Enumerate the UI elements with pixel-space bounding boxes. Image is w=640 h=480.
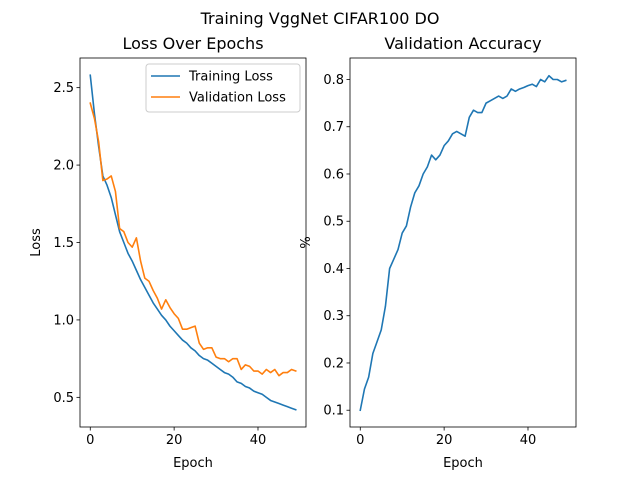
accuracy-plot-title: Validation Accuracy — [384, 34, 541, 53]
loss-ytick-label: 2.5 — [53, 81, 74, 96]
loss-plot-title: Loss Over Epochs — [122, 34, 263, 53]
legend-label-training-loss: Training Loss — [188, 70, 273, 85]
accuracy-ytick-label: 0.3 — [323, 309, 344, 324]
accuracy-plot: 0 20 40 0.1 0.2 0.3 0.4 0.5 0.6 0.7 0.8 Validation… — [299, 34, 577, 471]
loss-ytick-label: 1.5 — [53, 236, 74, 251]
loss-plot-xlabel: Epoch — [173, 456, 213, 471]
validation-loss-line — [89, 102, 297, 377]
accuracy-xtick-label: 0 — [356, 433, 364, 448]
loss-xtick-label: 40 — [250, 433, 267, 448]
loss-plot: 0 20 40 0.5 1.0 1.5 2.0 2.5 Loss Over Epochs Ep… — [29, 34, 307, 471]
accuracy-series-0-line — [359, 74, 567, 412]
loss-ytick-label: 2.0 — [53, 159, 74, 174]
accuracy-ytick-label: 0.1 — [323, 404, 344, 419]
legend-label-validation-loss: Validation Loss — [189, 91, 286, 106]
accuracy-ytick-label: 0.6 — [323, 167, 344, 182]
accuracy-ytick-label: 0.5 — [323, 215, 344, 230]
loss-ytick-label: 1.0 — [53, 313, 74, 328]
loss-plot-legend: Training Loss Validation Loss — [145, 63, 301, 113]
figure-suptitle: Training VggNet CIFAR100 DO — [200, 9, 440, 28]
accuracy-xtick-label: 20 — [436, 433, 453, 448]
accuracy-ytick-label: 0.7 — [323, 120, 344, 135]
accuracy-xtick-label: 40 — [520, 433, 537, 448]
accuracy-plot-frame — [349, 57, 577, 428]
loss-xtick-label: 20 — [166, 433, 183, 448]
accuracy-ytick-label: 0.4 — [323, 262, 344, 277]
accuracy-ytick-label: 0.8 — [323, 73, 344, 88]
accuracy-ytick-label: 0.2 — [323, 356, 344, 371]
loss-ytick-label: 0.5 — [53, 391, 74, 406]
loss-plot-ylabel: Loss — [29, 228, 44, 257]
training-loss-line — [89, 74, 297, 411]
accuracy-plot-xlabel: Epoch — [443, 456, 483, 471]
legend-frame — [145, 63, 301, 113]
loss-xtick-label: 0 — [86, 433, 94, 448]
accuracy-plot-ylabel: % — [299, 236, 314, 248]
